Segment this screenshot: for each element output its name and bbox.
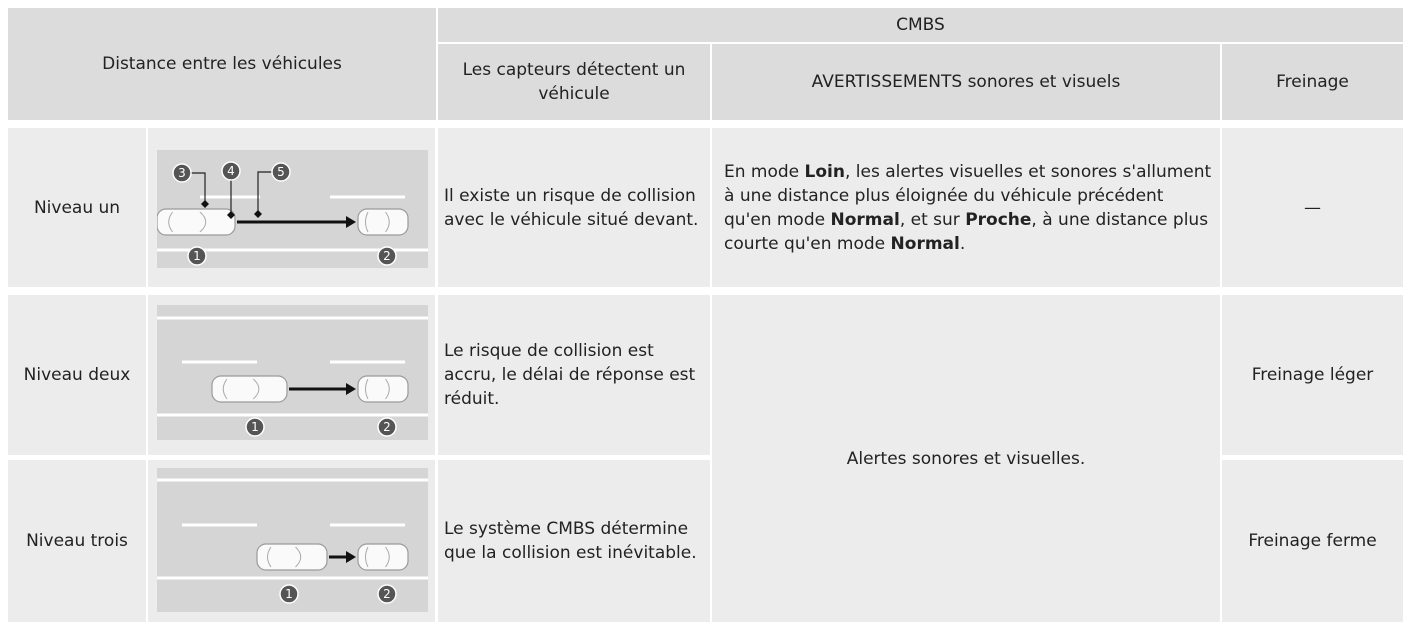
cell-text: Niveau un [33, 197, 121, 218]
cell-text: Normal [890, 233, 960, 254]
body-cell: Le système CMBS détermine que la collisi… [438, 460, 710, 622]
callout [279, 584, 299, 604]
callout-number: 2 [383, 587, 391, 601]
callout [172, 163, 192, 183]
callout [221, 161, 241, 181]
car-window [267, 546, 272, 568]
cell-text: Proche [965, 209, 1032, 230]
header-cell: CMBS [438, 8, 1403, 42]
callout [245, 417, 265, 437]
callout-number: 2 [383, 249, 391, 263]
leader [191, 172, 206, 204]
body-cell: Freinage ferme [1222, 460, 1403, 622]
callout-number: 4 [227, 164, 235, 178]
car-window [252, 378, 260, 400]
car-body [357, 543, 409, 571]
leader [257, 171, 272, 214]
car [157, 208, 236, 236]
cell-text: Alertes sonores et visuelles. [846, 448, 1086, 469]
callout [187, 246, 207, 266]
cell-text: , et sur [899, 209, 966, 230]
car-body [157, 208, 236, 236]
callout-number: 3 [178, 166, 186, 180]
cell-text: Le système CMBS détermine que la collisi… [444, 519, 697, 563]
car-window [222, 378, 228, 400]
callout [271, 162, 291, 182]
cell-text: Niveau deux [23, 365, 131, 385]
body-cell: 3 4 5 1 2 [148, 128, 435, 287]
car-window [385, 546, 390, 568]
header-text: CMBS [896, 15, 945, 35]
callout-number: 1 [251, 420, 259, 434]
body-cell: Alertes sonores et visuelles. [712, 295, 1220, 622]
callout-number: 5 [277, 165, 285, 179]
callout [377, 584, 397, 604]
car-body [211, 375, 288, 403]
header-cell: Distance entre les véhicules [8, 8, 436, 120]
body-cell: Freinage léger [1222, 295, 1403, 455]
paragraph: En mode Loin, les alertes visuelles et s… [724, 160, 1212, 256]
header-text: Les capteurs détectent un véhicule [462, 60, 686, 104]
car [211, 375, 288, 403]
callout [377, 417, 397, 437]
cell-text: . [959, 233, 966, 254]
callout-number: 1 [193, 249, 201, 263]
car-window [365, 378, 369, 400]
header-text: AVERTISSEMENTS sonores et visuels [811, 72, 1121, 92]
cell-text: — [1304, 197, 1321, 218]
car-window [385, 378, 390, 400]
callout-number: 1 [285, 587, 293, 601]
car-window [385, 211, 390, 233]
car-body [357, 375, 409, 403]
cell-text: , les alertes visuelles et sonores s'all… [724, 161, 1212, 230]
body-cell: Niveau trois [8, 460, 146, 622]
cell-text: Niveau trois [26, 531, 128, 551]
body-cell: — [1222, 128, 1403, 287]
arrow-head [346, 551, 356, 563]
car-window [199, 211, 207, 233]
road [157, 305, 428, 440]
car [357, 375, 409, 403]
cell-text: Il existe un risque de collision avec le… [444, 185, 699, 230]
car [357, 543, 409, 571]
cell-text: Normal [830, 209, 900, 230]
arrow-head [346, 216, 356, 228]
body-cell: Il existe un risque de collision avec le… [438, 128, 710, 287]
callout-number: 2 [383, 420, 391, 434]
car-body [357, 208, 409, 236]
body-cell: Le risque de collision est accru, le dél… [438, 295, 710, 455]
leader-dot [254, 210, 262, 218]
car [256, 543, 328, 571]
car-window [365, 546, 369, 568]
header-cell: AVERTISSEMENTS sonores et visuels [712, 44, 1220, 120]
body-cell: En mode Loin, les alertes visuelles et s… [712, 128, 1220, 287]
leader-dot [201, 200, 209, 208]
callout [377, 246, 397, 266]
cell-text: Le risque de collision est accru, le dél… [444, 341, 696, 409]
car-window [295, 546, 302, 568]
arrow-head [346, 383, 356, 395]
car-body [256, 543, 328, 571]
car [357, 208, 409, 236]
cell-text: En mode [724, 161, 805, 182]
diagram: 3 4 5 1 2 [157, 150, 428, 268]
header-text: Distance entre les véhicules [102, 54, 342, 74]
leader-dot [227, 211, 235, 219]
car-window [168, 211, 173, 233]
header-cell: Les capteurs détectent un véhicule [438, 44, 710, 120]
car-window [365, 211, 369, 233]
cell-text: Freinage ferme [1248, 531, 1377, 551]
cell-text: Freinage léger [1251, 365, 1374, 385]
header-text: Freinage [1276, 72, 1349, 92]
cell-text: , à une distance plus courte qu'en mode [724, 209, 1209, 254]
cell-text: Loin [804, 161, 845, 182]
header-cell: Freinage [1222, 44, 1403, 120]
body-cell: Niveau un [8, 128, 146, 287]
body-cell: Niveau deux [8, 295, 146, 455]
